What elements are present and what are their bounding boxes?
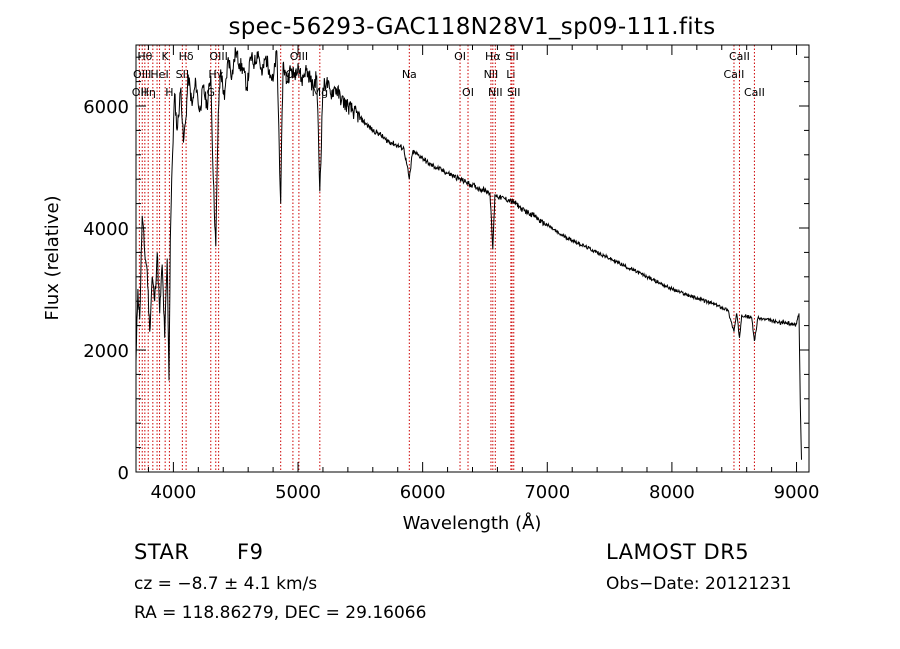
line-marker-label: Li	[506, 68, 515, 81]
axis-layer: 4000 5000 6000 7000 8000 9000 0 2000 4000 6000	[83, 45, 819, 503]
x-tick-label: 9000	[774, 482, 820, 503]
line-marker-label: CaII	[744, 86, 765, 99]
y-tick-label: 0	[118, 463, 129, 484]
x-tick-label: 5000	[275, 482, 321, 503]
line-marker-label: Hθ	[137, 50, 152, 63]
redshift-text: cz = −8.7 ± 4.1 km/s	[134, 574, 318, 594]
line-marker-label: SII	[505, 50, 518, 63]
line-marker-label: OI	[462, 86, 474, 99]
x-axis-label: Wavelength (Å)	[403, 512, 542, 534]
survey-name: LAMOST DR5	[606, 540, 750, 564]
line-marker-label: SII	[176, 68, 189, 81]
line-marker-layer: OIIOIIIHθHηHeIKHSIIHδGHγOIIIOIIOIIIMgNaO…	[132, 45, 765, 472]
data-layer	[135, 47, 802, 460]
y-tick-label: 4000	[83, 219, 129, 240]
x-tick-label: 6000	[400, 482, 446, 503]
spectrum-line	[135, 47, 802, 460]
obs-date: Obs−Date: 20121231	[606, 574, 792, 594]
line-marker-label: K	[162, 50, 170, 63]
line-marker-label: SII	[507, 86, 520, 99]
line-marker-label: OI	[454, 50, 466, 63]
line-marker-label: Hδ	[179, 50, 194, 63]
line-marker-label: Hη	[141, 86, 156, 99]
y-tick-label: 2000	[83, 341, 129, 362]
object-subclass: F9	[237, 540, 264, 564]
line-marker-label: NII	[488, 86, 503, 99]
line-marker-label: Hα	[485, 50, 501, 63]
y-tick-label: 6000	[83, 97, 129, 118]
line-marker-label: CaII	[729, 50, 750, 63]
y-axis-label: Flux (relative)	[42, 195, 63, 320]
line-marker-label: OIII	[290, 50, 308, 63]
line-marker-label: Na	[402, 68, 417, 81]
coordinates: RA = 118.86279, DEC = 29.16066	[134, 603, 427, 623]
object-class: STAR	[134, 540, 190, 564]
line-marker-label: HeI	[150, 68, 168, 81]
line-marker-label: H	[165, 86, 173, 99]
x-tick-label: 8000	[649, 482, 695, 503]
line-marker-label: CaII	[724, 68, 745, 81]
chart-title: spec-56293-GAC118N28V1_sp09-111.fits	[228, 14, 715, 40]
line-marker-label: OIII	[133, 68, 151, 81]
x-tick-label: 7000	[524, 482, 570, 503]
line-marker-label: NII	[484, 68, 499, 81]
plot-frame	[135, 44, 810, 473]
x-tick-label: 4000	[150, 482, 196, 503]
line-marker-label: OIII	[209, 50, 227, 63]
